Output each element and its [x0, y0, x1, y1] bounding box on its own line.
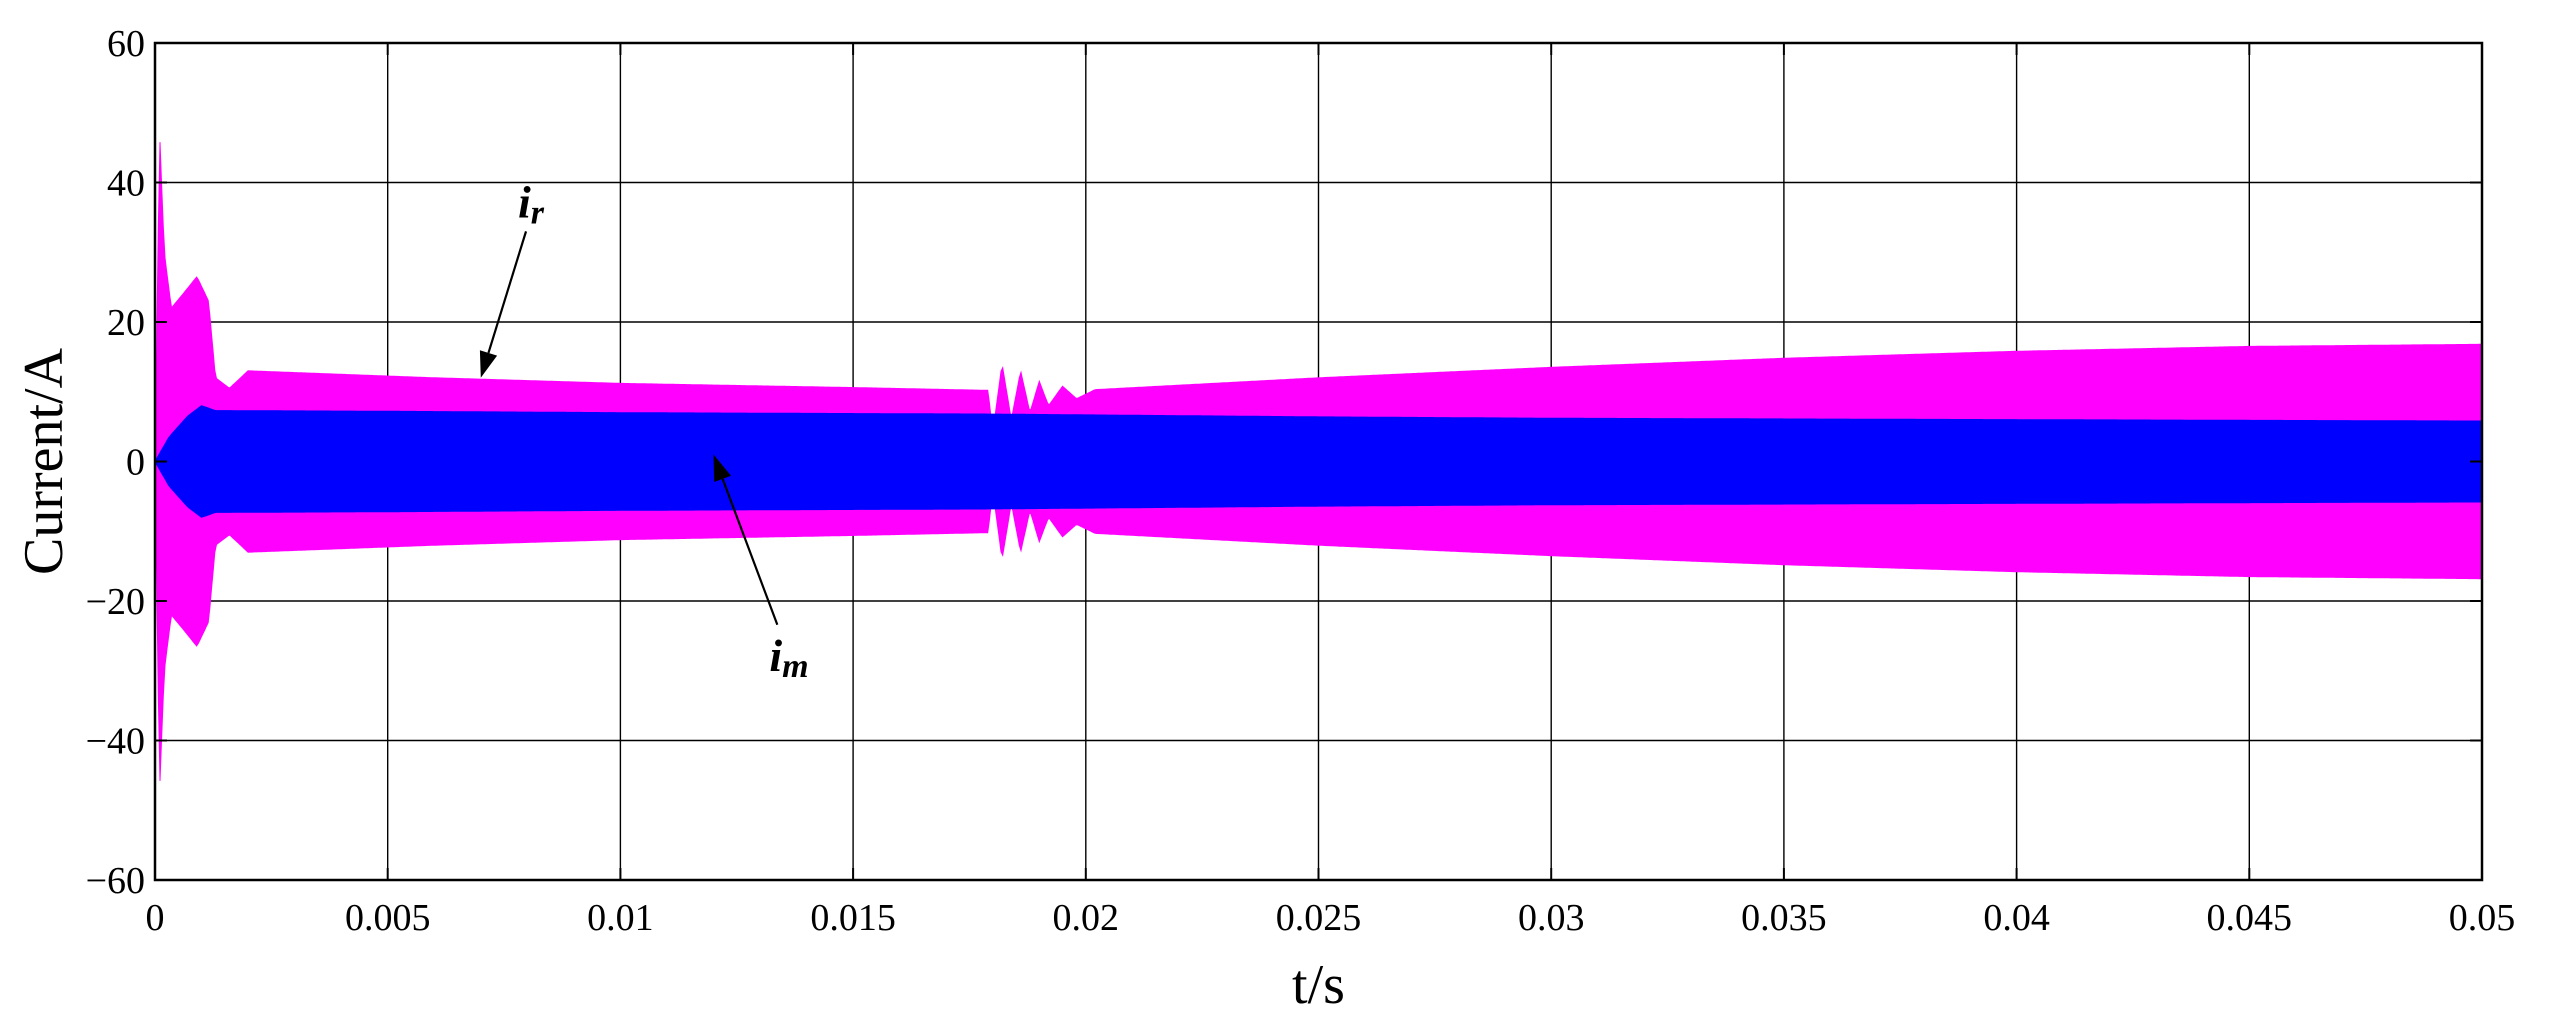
x-tick-label: 0.045: [2207, 897, 2293, 939]
ticks: 0 0.005 0.01 0.015 0.02 0.025 0.03 0.035 0.04 0.0…: [86, 23, 2516, 939]
annotation-arrow-ir: [487, 231, 528, 354]
x-tick-label: 0.02: [1053, 897, 1120, 939]
y-tick-label: 60: [107, 23, 145, 65]
x-tick-label: 0.025: [1276, 897, 1362, 939]
x-tick-label: 0.015: [810, 897, 896, 939]
y-tick-label: −40: [86, 721, 145, 763]
annotation-arrowhead-ir: [479, 350, 498, 378]
y-tick-label: 20: [107, 302, 145, 344]
y-tick-label: 40: [107, 163, 145, 205]
x-tick-label: 0.05: [2449, 897, 2516, 939]
series-im: [154, 405, 2483, 518]
grid: [155, 43, 2482, 880]
x-tick-label: 0.035: [1741, 897, 1827, 939]
series-layer: [154, 142, 2483, 781]
x-axis-title: t/s: [1292, 954, 1345, 1016]
x-tick-label: 0: [146, 897, 165, 939]
annotation-subscript-im: m: [782, 648, 808, 685]
annotation-arrowhead-im: [713, 454, 731, 482]
x-tick-label: 0.04: [1983, 897, 2050, 939]
annotation-arrow-im: [721, 478, 779, 626]
x-tick-label: 0.03: [1518, 897, 1585, 939]
x-tick-label: 0.01: [587, 897, 654, 939]
y-tick-label: 0: [126, 442, 145, 484]
y-tick-label: −60: [86, 860, 145, 902]
y-axis-title: Current/A: [13, 347, 75, 575]
x-tick-label: 0.005: [345, 897, 431, 939]
annotation-subscript-ir: r: [531, 194, 545, 231]
y-tick-label: −20: [86, 581, 145, 623]
